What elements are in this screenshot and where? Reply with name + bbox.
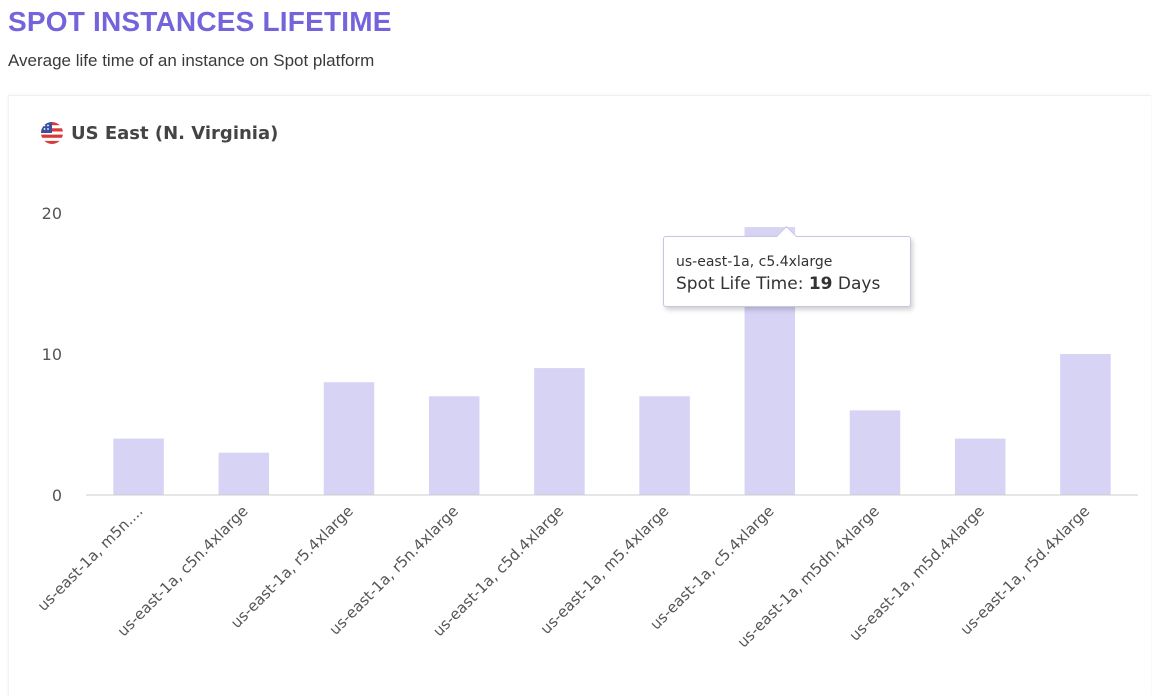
region-label: US East (N. Virginia): [71, 122, 279, 144]
bars-group: [113, 227, 1111, 495]
region-header: US East (N. Virginia): [41, 122, 278, 144]
y-axis: 0 10 20: [42, 204, 62, 505]
bar[interactable]: [639, 396, 690, 495]
x-tick-label: us-east-1a, r5.4xlarge: [227, 502, 357, 632]
tooltip-label: Spot Life Time:: [676, 274, 804, 294]
bar-tooltip: us-east-1a, c5.4xlarge Spot Life Time: 1…: [663, 225, 911, 307]
bar[interactable]: [113, 438, 164, 495]
us-flag-icon: [41, 122, 63, 144]
bar[interactable]: [534, 368, 585, 495]
page-subtitle: Average life time of an instance on Spot…: [8, 51, 375, 70]
y-tick-label: 10: [42, 345, 62, 364]
tooltip-value: 19: [808, 274, 833, 294]
x-tick-label: us-east-1a, m5n....: [34, 502, 147, 615]
bar[interactable]: [849, 410, 901, 495]
y-tick-label: 0: [52, 486, 62, 505]
bar[interactable]: [1060, 354, 1111, 495]
page-title: SPOT INSTANCES LIFETIME: [8, 6, 392, 37]
bar[interactable]: [428, 396, 480, 495]
bar[interactable]: [954, 438, 1006, 495]
tooltip-category: us-east-1a, c5.4xlarge: [676, 254, 833, 270]
tooltip-body: Spot Life Time: 19 Days: [676, 274, 910, 294]
bar[interactable]: [218, 452, 270, 495]
tooltip-unit: Days: [837, 274, 881, 294]
bar[interactable]: [323, 382, 375, 495]
x-axis-labels: us-east-1a, m5n....us-east-1a, c5n.4xlar…: [34, 502, 1093, 651]
y-tick-label: 20: [42, 204, 62, 223]
